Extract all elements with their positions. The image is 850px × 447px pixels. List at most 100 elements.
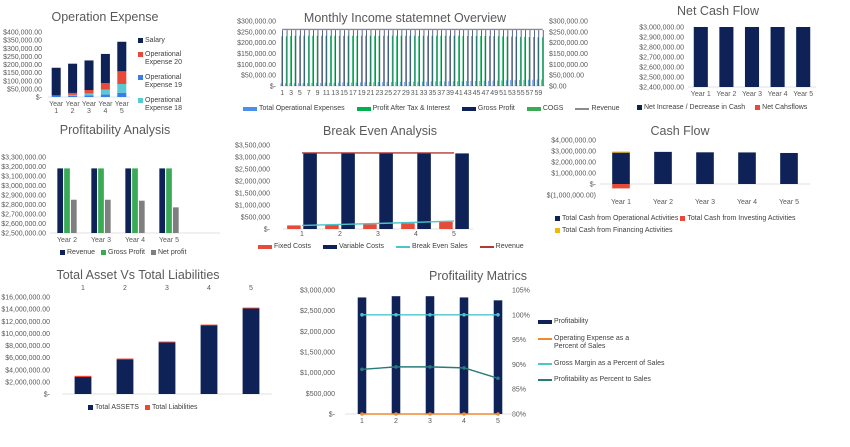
bar bbox=[541, 79, 542, 86]
x-tick-label: Year 4 bbox=[125, 237, 145, 244]
y-tick-label: $150,000.00 bbox=[237, 51, 276, 58]
x-tick-label: Year 1 bbox=[691, 91, 711, 98]
legend-swatch bbox=[538, 379, 552, 381]
legend-item: Fixed Costs bbox=[258, 243, 311, 250]
x-tick-label-line: Year bbox=[49, 101, 64, 108]
y-tick-label: $150,000.00 bbox=[3, 70, 42, 77]
chart-title-profitability-matrics: Profitaility Matrics bbox=[429, 269, 527, 283]
legend-swatch bbox=[395, 246, 410, 248]
y-tick-label: $- bbox=[270, 84, 277, 91]
bar bbox=[501, 80, 503, 86]
bar bbox=[472, 30, 473, 87]
bar bbox=[449, 35, 450, 86]
y-tick-label: $1,000,000 bbox=[235, 203, 270, 210]
bar bbox=[355, 82, 357, 86]
bar bbox=[511, 36, 512, 86]
bar bbox=[325, 35, 327, 86]
bar bbox=[440, 35, 442, 86]
legend-swatch bbox=[555, 228, 560, 233]
legend-label: Operating Expense as a Percent of Sales bbox=[554, 335, 630, 350]
bar bbox=[458, 35, 459, 86]
legend-item: Break Even Sales bbox=[395, 243, 468, 250]
bar bbox=[413, 81, 414, 86]
legend-label: Net Cahsflows bbox=[762, 104, 808, 111]
bar bbox=[338, 35, 340, 86]
bar bbox=[377, 82, 379, 86]
stacked-bar-segment bbox=[796, 27, 811, 87]
bar bbox=[488, 80, 489, 86]
x-tick-label: 4 bbox=[462, 418, 466, 425]
legend-item: Total Cash from Operational Activities bbox=[555, 215, 678, 222]
bar bbox=[520, 30, 522, 87]
x-tick-label: 5 bbox=[496, 418, 500, 425]
bar bbox=[400, 35, 402, 86]
legend-label: Total ASSETS bbox=[95, 404, 139, 411]
y-tick-label: $100,000.00 bbox=[3, 78, 42, 85]
line-marker bbox=[360, 313, 364, 317]
bar bbox=[458, 30, 460, 87]
legend-swatch bbox=[322, 245, 337, 249]
legend-swatch bbox=[138, 38, 143, 43]
bar bbox=[405, 35, 406, 86]
bar bbox=[290, 35, 291, 86]
chart-profit: $3,300,000.00 $3,200,000.00 $3,100,000.00 $… bbox=[1, 155, 220, 244]
legend-profitability-matrics: Profitability Operating Expense as a Per… bbox=[538, 318, 665, 383]
x-tick-label: 7 bbox=[307, 90, 311, 97]
bar bbox=[172, 207, 179, 233]
y-tick-label: $200,000.00 bbox=[237, 40, 276, 47]
bar bbox=[505, 80, 507, 86]
bar bbox=[321, 35, 322, 86]
bar bbox=[286, 30, 288, 87]
bar bbox=[307, 35, 309, 86]
bar bbox=[466, 35, 468, 86]
legend-item: Total Liabilities bbox=[144, 404, 198, 411]
bar bbox=[347, 35, 349, 86]
legend-swatch bbox=[575, 108, 590, 110]
y-tick-label-right: $150,000.00 bbox=[549, 51, 588, 58]
bar bbox=[344, 30, 345, 87]
line-marker bbox=[462, 313, 466, 317]
bar bbox=[383, 35, 384, 86]
stacked-bar-segment bbox=[719, 27, 734, 87]
y-tick-label: $2,000,000.00 bbox=[551, 160, 596, 167]
bar bbox=[387, 35, 389, 86]
legend-break-even: Fixed Costs Variable Costs Break Even Sa… bbox=[258, 243, 524, 250]
bar bbox=[330, 35, 331, 86]
legend-net-cash-flow: Net Increase / Decrease in Cash Net Cahs… bbox=[637, 104, 807, 111]
chart-assets: $16,000,000.00 $14,000,000.00 $12,000,000.… bbox=[1, 285, 272, 399]
bar bbox=[315, 82, 317, 86]
bar bbox=[423, 30, 425, 87]
bar bbox=[320, 82, 322, 86]
bar bbox=[375, 30, 376, 87]
stacked-bar-segment bbox=[158, 342, 176, 394]
bar bbox=[308, 30, 310, 87]
stacked-bar-segment bbox=[117, 92, 127, 97]
bar bbox=[417, 153, 431, 229]
x-tick-label: 17 bbox=[349, 90, 357, 97]
x-tick-label-line: 2 bbox=[71, 108, 75, 115]
y-tick-label-right: 95% bbox=[512, 337, 526, 344]
legend-label: Total Cash from Investing Activities bbox=[687, 215, 796, 222]
line-marker bbox=[394, 313, 398, 317]
bar bbox=[138, 200, 145, 233]
legend-swatch bbox=[150, 250, 156, 255]
bar bbox=[448, 81, 450, 86]
bar bbox=[414, 30, 416, 87]
y-tick-label: $6,000,000.00 bbox=[5, 355, 50, 362]
bar bbox=[57, 168, 64, 233]
bar bbox=[357, 297, 367, 414]
chart-title-break-even: Break Even Analysis bbox=[323, 124, 437, 138]
legend-item: Net profit bbox=[150, 249, 186, 256]
legend-label: Break Even Sales bbox=[411, 243, 468, 250]
bar bbox=[409, 35, 411, 86]
bar bbox=[366, 30, 367, 87]
chart-cashflow: $4,000,000.00 $3,000,000.00 $2,000,000.00 $… bbox=[547, 138, 810, 206]
bar bbox=[525, 30, 526, 87]
bar bbox=[457, 81, 458, 86]
bar bbox=[303, 153, 317, 229]
bar bbox=[291, 30, 292, 87]
y-tick-label: $2,500,000.00 bbox=[1, 231, 46, 238]
bar bbox=[523, 79, 525, 86]
legend-swatch bbox=[538, 363, 552, 365]
